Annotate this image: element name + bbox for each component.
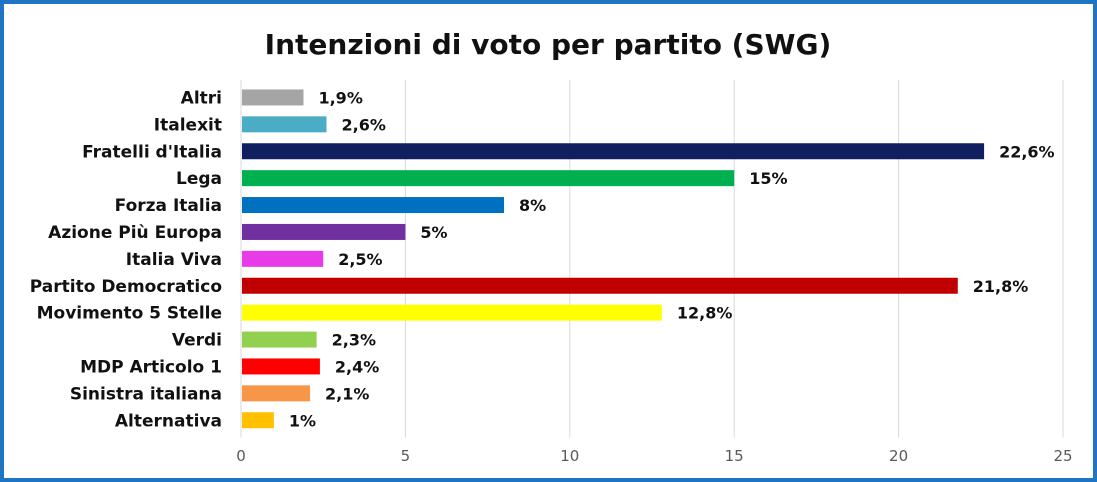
- bar: [242, 412, 274, 429]
- category-label: Forza Italia: [115, 196, 222, 216]
- x-tick-label: 15: [725, 447, 744, 465]
- category-label: Fratelli d'Italia: [82, 142, 222, 162]
- bar: [242, 197, 505, 214]
- bar: [242, 116, 327, 133]
- data-label: 1,9%: [318, 88, 362, 107]
- chart-title: Intenzioni di voto per partito (SWG): [265, 28, 832, 61]
- bar: [242, 223, 406, 240]
- category-label: Altri: [181, 88, 222, 108]
- x-tick-label: 5: [401, 447, 411, 465]
- x-tick-label: 20: [889, 447, 908, 465]
- x-axis-ticks: 0 5 10 15 20 25: [236, 447, 1072, 465]
- data-label: 12,8%: [677, 304, 733, 323]
- x-tick-label: 10: [560, 447, 579, 465]
- category-label: Verdi: [172, 331, 222, 351]
- data-label: 15%: [749, 169, 787, 188]
- bar: [242, 358, 320, 375]
- gridlines: [240, 80, 1064, 438]
- category-label: Italia Viva: [126, 250, 222, 270]
- data-label: 2,3%: [332, 331, 376, 350]
- bar: [242, 143, 985, 160]
- bar: [242, 277, 958, 294]
- category-label: Alternativa: [115, 411, 222, 431]
- category-label: Movimento 5 Stelle: [37, 304, 222, 324]
- data-label: 22,6%: [999, 142, 1055, 161]
- bar: [242, 331, 317, 348]
- category-labels: Altri Italexit Fratelli d'Italia Lega Forza …: [30, 88, 222, 431]
- category-label: MDP Articolo 1: [80, 357, 222, 377]
- data-label: 21,8%: [973, 277, 1029, 296]
- data-label: 2,6%: [341, 115, 385, 134]
- category-label: Lega: [176, 169, 222, 189]
- bar: [242, 89, 304, 106]
- data-label: 2,5%: [338, 250, 382, 269]
- data-label: 1%: [289, 411, 316, 430]
- x-tick-label: 0: [236, 447, 246, 465]
- data-label: 8%: [519, 196, 546, 215]
- bars: [242, 89, 985, 429]
- bar: [242, 250, 324, 267]
- category-label: Italexit: [154, 115, 222, 135]
- category-label: Partito Democratico: [30, 277, 222, 297]
- bar: [242, 304, 662, 321]
- data-label: 2,4%: [335, 357, 379, 376]
- category-label: Azione Più Europa: [48, 223, 222, 243]
- value-labels: 1,9% 2,6% 22,6% 15% 8% 5% 2,5% 21,8% 12,8% 2,3% 2,…: [289, 88, 1055, 430]
- x-tick-label: 25: [1053, 447, 1072, 465]
- data-label: 5%: [420, 223, 447, 242]
- bar: [242, 385, 311, 402]
- bar: [242, 170, 735, 187]
- category-label: Sinistra italiana: [70, 384, 222, 404]
- data-label: 2,1%: [325, 384, 369, 403]
